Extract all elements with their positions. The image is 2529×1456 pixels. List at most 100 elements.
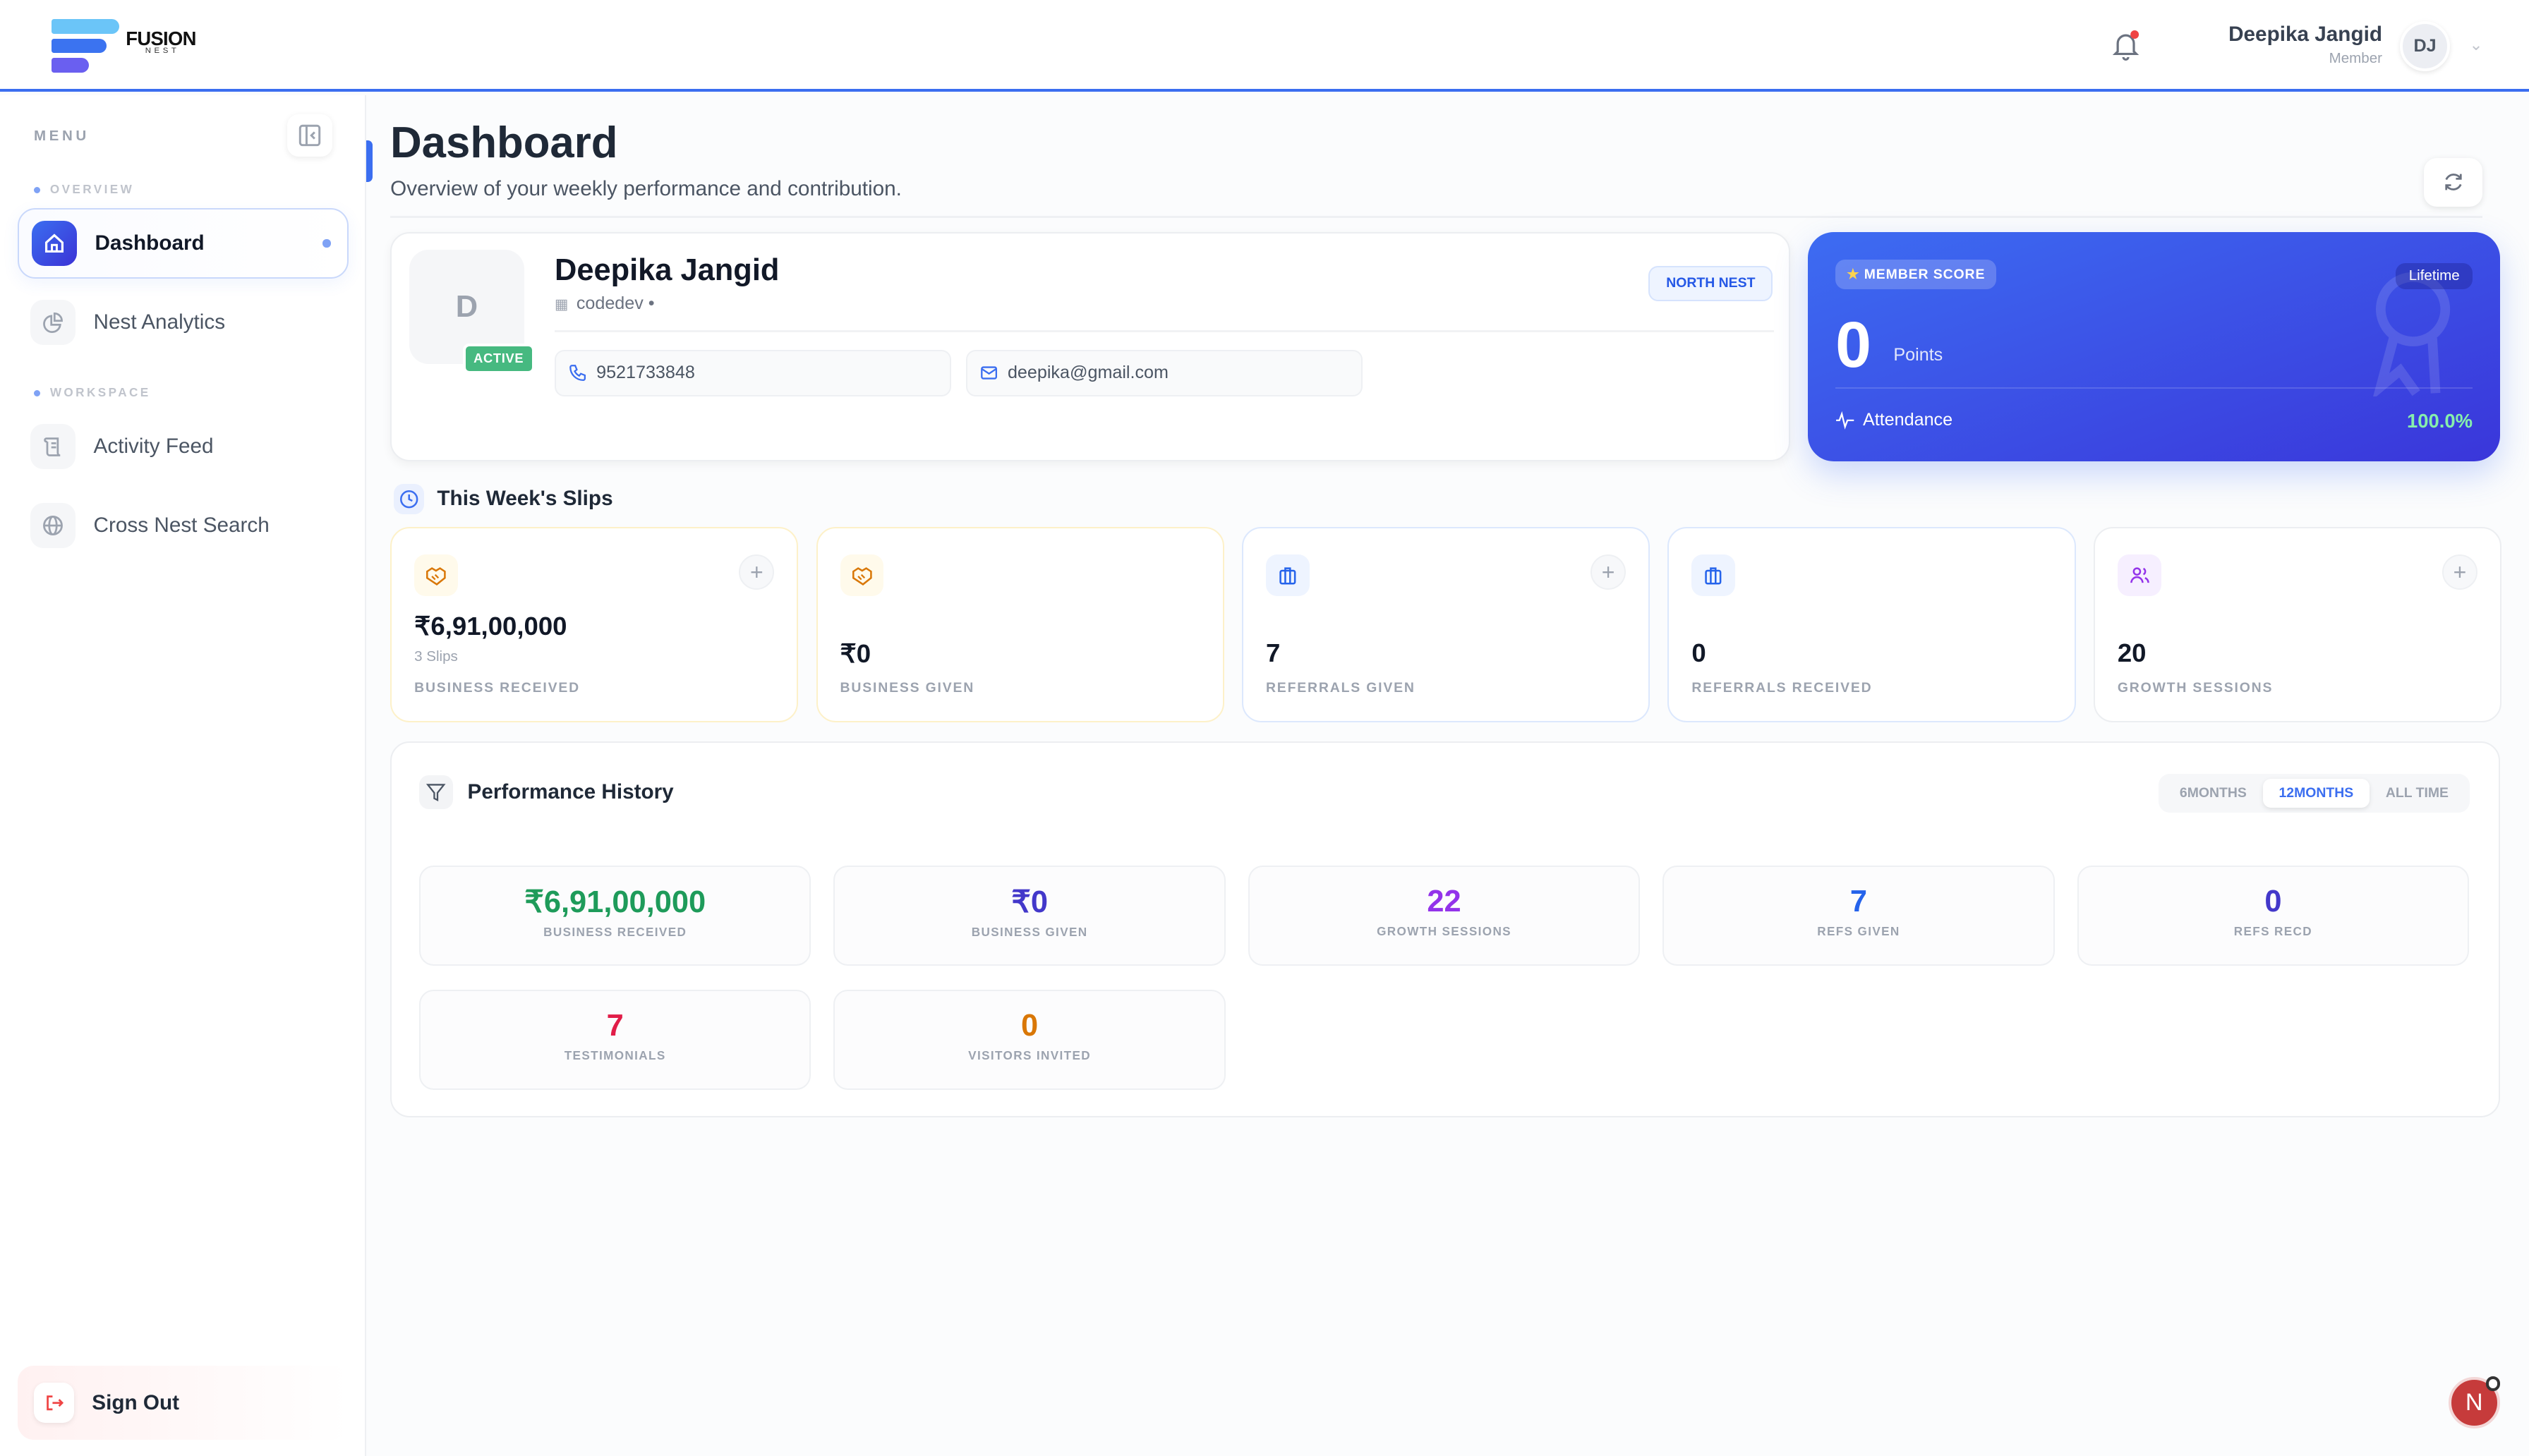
email-value: deepika@gmail.com [1007,363,1169,383]
tab-all-time[interactable]: ALL TIME [2385,784,2449,801]
refresh-icon [2444,174,2462,191]
chevron-down-icon[interactable]: ⌄ [2469,35,2483,54]
notification-bell-icon[interactable] [2111,29,2140,61]
stat-value: ₹0 [1011,885,1048,920]
slip-value: ₹0 [840,638,871,668]
filter-icon [418,775,453,810]
title-accent [366,140,373,183]
clock-icon [393,483,425,515]
slip-label: REFERRALS RECEIVED [1691,680,1873,696]
sign-out-button[interactable]: Sign Out [18,1365,349,1440]
fusion-nest-logo[interactable] [52,19,123,74]
stat-value: 0 [1021,1009,1039,1043]
attendance-row: Attendance [1835,410,1952,430]
building-icon: ▦ [554,296,569,313]
stat-value: 7 [1849,885,1868,919]
user-avatar[interactable]: DJ [2400,20,2450,71]
slip-card[interactable]: 0 REFERRALS RECEIVED [1667,527,2076,722]
slip-card[interactable]: +7 REFERRALS GIVEN [1241,527,1650,722]
profile-card: D ACTIVE Deepika Jangid ▦ codedev • NORTH… [390,232,1791,461]
sidebar-item-label: Nest Analytics [93,310,226,334]
briefcase-icon [1265,554,1310,597]
slip-card[interactable]: +20 GROWTH SESSIONS [2093,527,2502,722]
stat-label: REFS RECD [2233,924,2313,939]
user-name[interactable]: Deepika Jangid [2228,22,2382,46]
stat-label: VISITORS INVITED [968,1048,1092,1063]
sidebar-item-label: Dashboard [95,231,205,255]
period-tabs: 6MONTHS 12MONTHS ALL TIME [2159,773,2470,813]
sidebar-item-label: Cross Nest Search [93,514,270,538]
page-subtitle: Overview of your weekly performance and … [390,177,902,201]
points-value: 0 [1835,308,1871,381]
stat-tile: 7 TESTIMONIALS [418,990,811,1090]
phone-field[interactable]: 9521733848 [554,349,952,396]
handshake-icon [840,554,884,597]
performance-history-card: Performance History 6MONTHS 12MONTHS ALL… [390,741,2500,1117]
slip-label: BUSINESS RECEIVED [414,680,581,696]
stat-label: TESTIMONIALS [564,1048,666,1063]
menu-label: MENU [33,127,90,144]
collapse-sidebar-button[interactable] [286,114,332,157]
slips-heading: This Week's Slips [393,483,613,515]
slip-label: GROWTH SESSIONS [2117,680,2274,696]
section-overview: OVERVIEW [34,182,134,197]
slip-card[interactable]: + ₹6,91,00,000 3 Slips BUSINESS RECEIVED [390,527,799,722]
tab-12months[interactable]: 12MONTHS [2262,778,2370,808]
divider [390,216,2482,218]
profile-name: Deepika Jangid [554,253,780,287]
email-field[interactable]: deepika@gmail.com [965,349,1363,396]
tab-6months[interactable]: 6MONTHS [2179,784,2247,801]
performance-heading: Performance History [418,775,674,810]
points-label: Points [1893,345,1943,365]
stat-value: 22 [1427,885,1461,919]
page-title: Dashboard [390,118,618,167]
add-slip-button[interactable]: + [739,554,775,590]
fab-initial: N [2465,1389,2483,1416]
profile-org: ▦ codedev • [555,293,655,314]
stat-value: ₹6,91,00,000 [524,885,706,920]
add-slip-button[interactable]: + [1591,554,1626,590]
refresh-button[interactable] [2424,157,2482,207]
sidebar-item-activity-feed[interactable]: Activity Feed [18,411,349,483]
slip-label: REFERRALS GIVEN [1265,680,1416,696]
award-icon [2372,272,2450,397]
slips-title: This Week's Slips [437,487,613,511]
attendance-label: Attendance [1862,409,1953,430]
stat-tile: ₹6,91,00,000 BUSINESS RECEIVED [418,866,811,966]
mail-icon [981,366,998,380]
nest-badge: NORTH NEST [1648,265,1773,301]
divider [1835,387,2473,389]
add-slip-button[interactable]: + [2442,554,2478,590]
org-name: codedev • [576,293,655,313]
sidebar-item-nest-analytics[interactable]: Nest Analytics [18,287,349,358]
stat-value: 0 [2264,885,2282,919]
member-score-badge: ★ MEMBER SCORE [1835,259,1997,290]
stat-value: 7 [606,1009,624,1043]
users-icon [2117,554,2161,597]
slip-value: 20 [2117,638,2147,667]
member-score-card: ★ MEMBER SCORE Lifetime 0 Points Attenda… [1808,232,2500,461]
briefcase-icon [1691,554,1736,597]
brand-name: FUSION [126,27,196,49]
sidebar-item-dashboard[interactable]: Dashboard [18,207,349,279]
globe-icon [30,503,76,549]
star-icon: ★ [1847,267,1860,283]
stat-label: REFS GIVEN [1817,924,1900,939]
period-badge: Lifetime [2396,262,2473,290]
stat-label: BUSINESS GIVEN [971,925,1088,940]
sidebar-item-cross-nest-search[interactable]: Cross Nest Search [18,490,349,562]
performance-title: Performance History [467,780,674,804]
section-workspace: WORKSPACE [34,385,151,400]
brand-sub: NEST [145,47,180,56]
divider [554,330,1774,332]
scroll-icon [30,424,76,470]
stat-tile: 0 REFS RECD [2077,866,2470,966]
pie-chart-icon [30,300,76,346]
attendance-value: 100.0% [2407,409,2473,432]
home-icon [32,221,78,267]
handshake-icon [414,554,458,597]
profile-avatar: D [409,249,524,365]
slip-card[interactable]: ₹0 BUSINESS GIVEN [816,527,1224,722]
user-fab-button[interactable]: N [2448,1376,2501,1429]
logout-icon [33,1382,75,1424]
